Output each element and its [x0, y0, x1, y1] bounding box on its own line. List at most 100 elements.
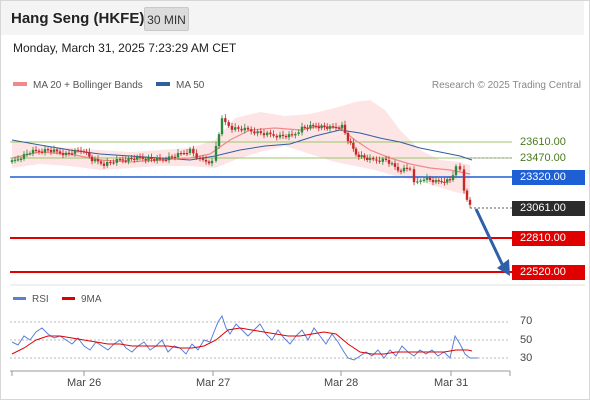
x-label-mar28: Mar 28	[324, 377, 359, 389]
candle-body	[46, 149, 50, 151]
rsi-ma-line	[11, 327, 473, 355]
rsi-tick-30: 30	[520, 352, 533, 364]
candle-body	[214, 146, 218, 161]
legend-9ma: 9MA	[62, 294, 102, 305]
candle-body	[133, 158, 136, 161]
legend-9ma-label: 9MA	[81, 294, 102, 305]
candle-body	[349, 141, 352, 143]
candle-body	[37, 150, 41, 152]
candle-body	[246, 127, 250, 130]
candle-body	[412, 169, 416, 183]
candle-body	[326, 127, 329, 129]
candle-body	[428, 177, 432, 180]
candle-body	[237, 127, 240, 129]
candle-body	[306, 127, 309, 129]
candle-body	[462, 169, 466, 191]
candle-body	[372, 158, 375, 160]
candle-body	[378, 160, 381, 162]
last-price-label: 23061.00	[512, 201, 585, 216]
candle-body	[58, 151, 62, 154]
legend-ma20-label: MA 20 + Bollinger Bands	[33, 80, 143, 91]
candle-body	[405, 167, 409, 169]
candle-body	[40, 151, 44, 153]
candle-body	[416, 181, 419, 183]
candle-body	[300, 126, 304, 133]
rsi-tick-50: 50	[520, 334, 533, 346]
candle-body	[468, 199, 472, 205]
candle-body	[88, 152, 91, 157]
candle-body	[240, 128, 243, 131]
period-button[interactable]: 30 MIN	[144, 7, 189, 31]
candle-body	[52, 149, 56, 152]
candle-body	[314, 125, 318, 127]
ma50-line	[11, 129, 473, 161]
candle-body	[340, 124, 344, 129]
candle-body	[170, 156, 174, 158]
candle-body	[387, 160, 391, 164]
candle-body	[99, 161, 103, 164]
candle-body	[82, 151, 86, 153]
bollinger-band	[12, 100, 470, 195]
legend-ma20: MA 20 + Bollinger Bands	[13, 80, 143, 91]
level-label-23610: 23610.00	[520, 136, 566, 148]
candle-body	[256, 131, 259, 134]
candle-body	[266, 132, 269, 136]
candle-body	[204, 159, 208, 162]
candle-body	[346, 133, 350, 142]
candle-body	[109, 162, 112, 164]
candle-body	[440, 181, 443, 183]
candle-body	[67, 152, 71, 154]
candle-body	[13, 159, 17, 161]
candle-body	[64, 152, 68, 156]
candle-body	[390, 163, 394, 165]
candle-body	[158, 157, 162, 160]
candle-body	[115, 159, 118, 163]
candle-body	[303, 126, 306, 128]
candle-body	[179, 153, 183, 155]
candle-body	[153, 159, 156, 161]
candle-body	[431, 180, 435, 183]
legend-ma50-label: MA 50	[176, 80, 205, 91]
candle-body	[161, 159, 165, 161]
candle-body	[176, 153, 180, 158]
candle-body	[207, 161, 211, 164]
candle-body	[312, 125, 315, 127]
candle-body	[43, 149, 47, 153]
candle-body	[375, 159, 378, 161]
candle-body	[85, 151, 88, 153]
candle-body	[150, 157, 153, 160]
candle-body	[25, 153, 29, 155]
candle-body	[458, 166, 462, 170]
candle-body	[76, 150, 80, 152]
candle-body	[363, 155, 366, 158]
candle-body	[243, 127, 246, 131]
legend-rsi-label: RSI	[32, 294, 49, 305]
candle-body	[31, 149, 35, 154]
legend-ma50: MA 50	[156, 80, 204, 91]
candle-body	[201, 158, 205, 160]
candle-body	[454, 166, 458, 176]
candle-body	[328, 126, 332, 129]
candle-body	[360, 155, 363, 157]
candle-body	[198, 157, 202, 160]
candle-body	[19, 158, 23, 160]
candle-body	[396, 166, 400, 171]
candle-body	[253, 131, 256, 134]
candle-body	[210, 160, 214, 164]
legend-rsi: RSI	[13, 294, 49, 305]
candle-body	[124, 160, 127, 162]
candle-body	[144, 158, 147, 161]
candle-body	[93, 159, 97, 162]
candle-body	[446, 179, 449, 183]
candle-body	[275, 135, 278, 138]
candle-body	[352, 142, 355, 149]
candle-body	[155, 157, 159, 161]
candle-body	[331, 126, 335, 128]
candle-body	[118, 159, 122, 161]
candle-body	[297, 132, 300, 134]
candle-body	[425, 177, 429, 180]
candle-body	[217, 134, 221, 146]
ma50-swatch-icon	[156, 82, 170, 87]
timestamp: Monday, March 31, 2025 7:23:29 AM CET	[13, 41, 237, 55]
